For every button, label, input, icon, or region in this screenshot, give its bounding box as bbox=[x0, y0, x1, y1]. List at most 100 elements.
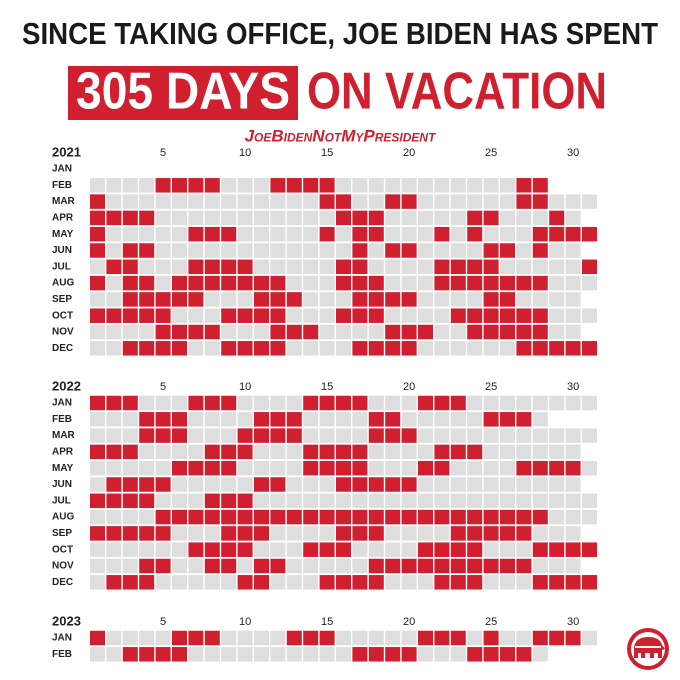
vacation-day bbox=[450, 575, 466, 590]
vacation-day bbox=[500, 647, 515, 662]
day-cell bbox=[204, 477, 220, 492]
day-cell bbox=[385, 575, 401, 590]
vacation-day bbox=[254, 575, 269, 590]
vacation-day bbox=[483, 412, 499, 427]
day-cell bbox=[516, 292, 532, 307]
day-cell bbox=[582, 395, 597, 411]
vacation-day bbox=[237, 509, 253, 525]
vacation-day bbox=[122, 210, 138, 226]
vacation-day bbox=[254, 275, 269, 291]
day-cell bbox=[352, 194, 368, 209]
day-cell bbox=[385, 526, 401, 541]
day-cell bbox=[336, 630, 351, 646]
day-cell bbox=[237, 226, 253, 242]
vacation-day bbox=[204, 324, 220, 340]
day-cell bbox=[286, 493, 302, 509]
vacation-day bbox=[254, 428, 269, 443]
vacation-day bbox=[122, 647, 138, 662]
day-cell bbox=[172, 259, 187, 275]
day-cell bbox=[122, 412, 138, 427]
vacation-day bbox=[122, 259, 138, 275]
vacation-day bbox=[483, 292, 499, 307]
vacation-day bbox=[155, 292, 171, 307]
vacation-day bbox=[139, 477, 155, 492]
vacation-day bbox=[106, 444, 122, 460]
credit: JoeBidenNotMyPresident bbox=[245, 126, 438, 145]
vacation-day bbox=[549, 210, 565, 226]
vacation-day bbox=[204, 395, 220, 411]
day-cell bbox=[139, 259, 155, 275]
day-cell bbox=[172, 444, 187, 460]
day-cell bbox=[434, 324, 450, 340]
day-cell bbox=[319, 412, 335, 427]
vacation-day bbox=[90, 395, 105, 411]
vacation-day bbox=[237, 542, 253, 557]
day-cell bbox=[237, 243, 253, 258]
vacation-day bbox=[532, 341, 548, 356]
day-cell bbox=[450, 210, 466, 226]
vacation-day bbox=[352, 509, 368, 525]
day-cell bbox=[286, 226, 302, 242]
day-cell bbox=[549, 275, 565, 291]
vacation-day bbox=[139, 275, 155, 291]
day-cell bbox=[532, 493, 548, 509]
day-cell bbox=[204, 647, 220, 662]
day-cell bbox=[122, 460, 138, 476]
day-cell bbox=[106, 428, 122, 443]
day-cell bbox=[319, 428, 335, 443]
vacation-day bbox=[532, 243, 548, 258]
vacation-day bbox=[155, 341, 171, 356]
vacation-day bbox=[368, 477, 384, 492]
vacation-day bbox=[368, 509, 384, 525]
vacation-day bbox=[434, 259, 450, 275]
day-cell bbox=[516, 395, 532, 411]
vacation-day bbox=[336, 477, 351, 492]
vacation-day bbox=[254, 292, 269, 307]
month-label: OCT bbox=[52, 544, 73, 555]
day-cell bbox=[254, 259, 269, 275]
vacation-day bbox=[385, 412, 401, 427]
vacation-day bbox=[483, 243, 499, 258]
vacation-day bbox=[155, 477, 171, 492]
day-cell bbox=[303, 493, 319, 509]
vacation-day bbox=[221, 509, 237, 525]
day-cell bbox=[434, 210, 450, 226]
vacation-day bbox=[565, 341, 581, 356]
day-cell bbox=[221, 194, 237, 209]
vacation-day bbox=[549, 630, 565, 646]
vacation-day bbox=[483, 647, 499, 662]
day-cell bbox=[303, 428, 319, 443]
day-cell bbox=[188, 477, 204, 492]
vacation-day bbox=[516, 509, 532, 525]
vacation-day bbox=[172, 292, 187, 307]
day-cell bbox=[188, 558, 204, 574]
headline-box bbox=[68, 66, 298, 120]
day-cell bbox=[254, 194, 269, 209]
year-label: 2021 bbox=[52, 144, 81, 159]
day-cell bbox=[254, 460, 269, 476]
vacation-day bbox=[106, 575, 122, 590]
month-label: AUG bbox=[52, 278, 74, 289]
vacation-day bbox=[139, 526, 155, 541]
day-cell bbox=[155, 460, 171, 476]
day-cell bbox=[122, 324, 138, 340]
vacation-day bbox=[139, 341, 155, 356]
day-cell bbox=[106, 275, 122, 291]
vacation-day bbox=[418, 460, 433, 476]
day-cell bbox=[401, 395, 417, 411]
day-cell bbox=[368, 460, 384, 476]
month-label: JUL bbox=[52, 495, 71, 506]
day-cell bbox=[500, 575, 515, 590]
vacation-day bbox=[204, 558, 220, 574]
vacation-day bbox=[319, 460, 335, 476]
vacation-day bbox=[434, 509, 450, 525]
day-cell bbox=[418, 526, 433, 541]
vacation-day bbox=[106, 308, 122, 323]
day-cell bbox=[418, 226, 433, 242]
day-cell bbox=[532, 395, 548, 411]
day-cell bbox=[467, 428, 483, 443]
vacation-day bbox=[155, 308, 171, 323]
day-cell bbox=[303, 226, 319, 242]
day-cell bbox=[172, 210, 187, 226]
month-label: MAY bbox=[52, 463, 74, 474]
